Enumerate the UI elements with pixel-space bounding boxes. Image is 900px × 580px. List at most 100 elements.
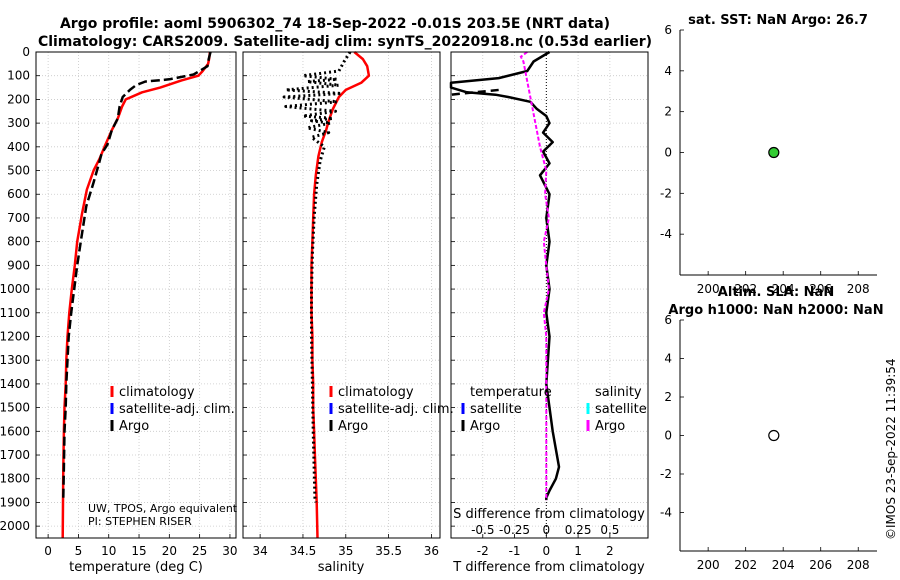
salinity-series-climatology <box>310 51 371 539</box>
ytick-label: 1100 <box>0 306 30 320</box>
sal-legend-satellite-label: satellite-adj. clim. <box>338 402 454 417</box>
ytick-label: 600 <box>7 187 30 201</box>
altimetry-title-line1: Altim. SLA: NaN <box>718 285 834 300</box>
diff-legend-s-argo-label: Argo <box>595 419 625 434</box>
xtick-label: 30 <box>222 544 237 558</box>
sst-xtick-label: 206 <box>809 282 832 296</box>
xtick-label: 34 <box>252 544 267 558</box>
xtick-label: 15 <box>131 544 146 558</box>
altimetry-title-line2: Argo h1000: NaN h2000: NaN <box>668 303 883 318</box>
temperature-series-climatology <box>61 51 212 539</box>
xtick-label: 5 <box>75 544 83 558</box>
altimetry-panel: -4 -2 0 2 4 6 200 202 204 206 208 <box>660 313 877 572</box>
xtick-label: 35 <box>338 544 353 558</box>
xtick-label: 0 <box>44 544 52 558</box>
xtick-label: 36 <box>424 544 439 558</box>
sst-xtick-label: 208 <box>847 282 870 296</box>
xtick-label: 20 <box>162 544 177 558</box>
top-xtick-label: -0.5 <box>471 523 494 537</box>
ytick-label: 1600 <box>0 424 30 438</box>
sst-ytick-label: 0 <box>664 146 672 160</box>
axes-frame <box>242 51 441 539</box>
altimetry-xtick-label: 200 <box>697 558 720 572</box>
temperature-legend: climatology satellite-adj. clim. Argo <box>110 385 235 434</box>
sst-xtick-label: 204 <box>772 282 795 296</box>
altimetry-ytick-label: 0 <box>664 429 672 443</box>
altimetry-xtick-label: 204 <box>772 558 795 572</box>
ytick-label: 100 <box>7 69 30 83</box>
xtick-label: 10 <box>101 544 116 558</box>
sst-xtick-label: 200 <box>697 282 720 296</box>
xtick-label: 0 <box>543 544 551 558</box>
xtick-label: 34.5 <box>290 544 317 558</box>
sst-point <box>768 146 780 159</box>
ytick-label: 1900 <box>0 495 30 509</box>
legend-satellite-label: satellite-adj. clim. <box>119 402 235 417</box>
sst-panel: -4 -2 0 2 4 6 200 202 204 206 208 <box>660 23 877 296</box>
diff-legend-s-satellite-label: satellite <box>595 402 647 417</box>
diff-legend-t-argo-label: Argo <box>470 419 500 434</box>
temperature-xlabel: temperature (deg C) <box>69 560 203 575</box>
ytick-label: 1200 <box>0 329 30 343</box>
top-xtick-label: 0.5 <box>600 523 619 537</box>
altimetry-ytick-label: -2 <box>660 467 672 481</box>
top-xtick-label: 0 <box>543 523 551 537</box>
ytick-label: 1400 <box>0 377 30 391</box>
legend-argo-label: Argo <box>119 419 149 434</box>
difference-panel: -2 -1 0 1 2 -0.5 -0.25 0 0.25 0.5 <box>449 50 649 558</box>
altimetry-point <box>768 429 780 442</box>
difference-xlabel: T difference from climatology <box>452 560 645 575</box>
ytick-label: 1000 <box>0 282 30 296</box>
ytick-label: 0 <box>22 45 30 59</box>
legend-salinity-title: salinity <box>595 385 642 400</box>
ytick-label: 400 <box>7 140 30 154</box>
ytick-label: 1700 <box>0 448 30 462</box>
ytick-label: 300 <box>7 116 30 130</box>
xtick-label: 2 <box>606 544 614 558</box>
difference-top-xlabel: S difference from climatology <box>453 507 645 522</box>
ytick-label: 1500 <box>0 401 30 415</box>
sst-ytick-label: -2 <box>660 186 672 200</box>
figure-title-line2: Climatology: CARS2009. Satellite-adj cli… <box>38 34 652 50</box>
legend-temperature-title: temperature <box>470 385 552 400</box>
altimetry-xtick-label: 206 <box>809 558 832 572</box>
axes-frame <box>35 51 237 539</box>
salinity-panel: 34 34.5 35 35.5 36 <box>242 51 441 558</box>
altimetry-xtick-label: 202 <box>734 558 757 572</box>
salinity-xlabel: salinity <box>318 560 365 575</box>
altimetry-xtick-label: 208 <box>847 558 870 572</box>
xtick-label: 25 <box>192 544 207 558</box>
altimetry-ytick-label: 4 <box>664 352 672 366</box>
sal-legend-climatology-label: climatology <box>338 385 414 400</box>
sst-ytick-label: -4 <box>660 227 672 241</box>
salinity-legend: climatology satellite-adj. clim. Argo <box>329 385 454 434</box>
temperature-difference-line <box>449 50 561 501</box>
salinity-series-argo <box>282 51 352 503</box>
sst-ytick-label: 6 <box>664 23 672 37</box>
salinity-difference-line <box>519 51 550 501</box>
ytick-label: 800 <box>7 235 30 249</box>
ytick-label: 2000 <box>0 519 30 533</box>
ytick-label: 200 <box>7 92 30 106</box>
float-owner-annotation: UW, TPOS, Argo equivalent <box>88 502 238 515</box>
ytick-label: 500 <box>7 164 30 178</box>
sst-ytick-label: 2 <box>664 105 672 119</box>
top-xtick-label: 0.25 <box>565 523 592 537</box>
ytick-label: 900 <box>7 258 30 272</box>
altimetry-ytick-label: -4 <box>660 506 672 520</box>
sst-xtick-label: 202 <box>734 282 757 296</box>
ytick-label: 1800 <box>0 472 30 486</box>
altimetry-ytick-label: 6 <box>664 313 672 327</box>
altimetry-ytick-label: 2 <box>664 390 672 404</box>
axes-frame <box>450 51 649 539</box>
top-xtick-label: -0.25 <box>499 523 530 537</box>
diff-legend-t-satellite-label: satellite <box>470 402 522 417</box>
ytick-label: 700 <box>7 211 30 225</box>
sst-title: sat. SST: NaN Argo: 26.7 <box>688 13 868 28</box>
xtick-label: 1 <box>574 544 582 558</box>
ytick-label: 1300 <box>0 353 30 367</box>
temperature-difference-dashed <box>450 88 499 96</box>
legend-climatology-label: climatology <box>119 385 195 400</box>
xtick-label: -2 <box>477 544 489 558</box>
